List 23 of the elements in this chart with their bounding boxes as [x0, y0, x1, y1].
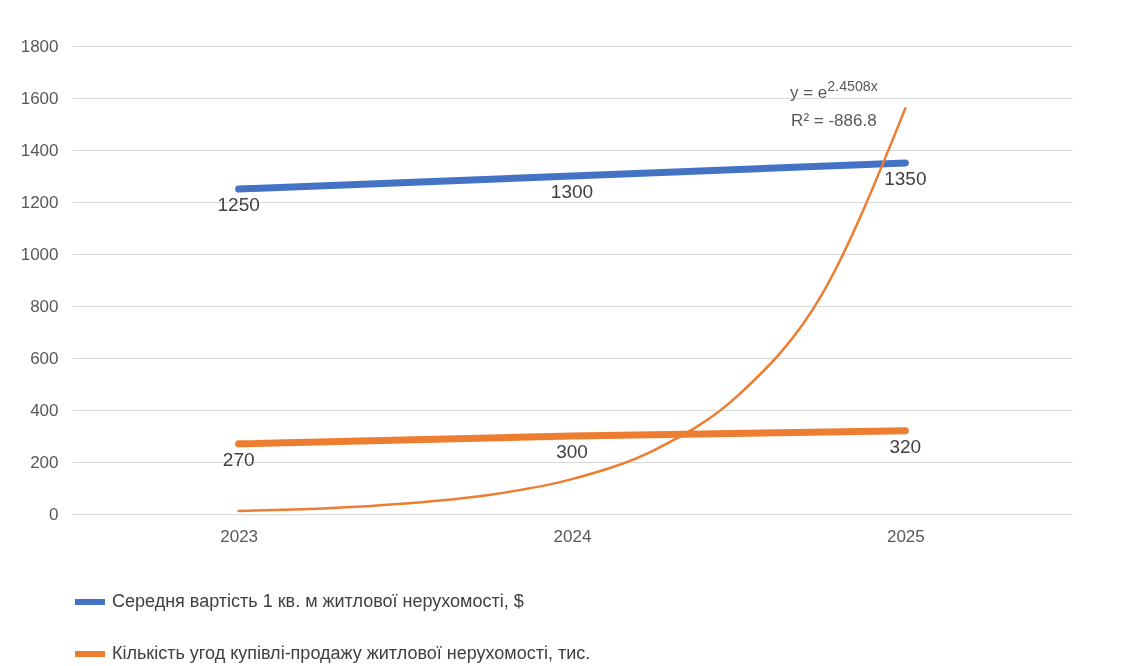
y-tick-label: 1400 — [20, 140, 59, 160]
x-tick-label: 2025 — [886, 526, 925, 546]
annotation: y = e$^{2.4508x}$ — [790, 77, 878, 104]
data-label: 300 — [556, 441, 588, 462]
data-label: 270 — [222, 448, 255, 470]
legend-label: Кількість угод купівлі-продажу житлової нерухомості, тис. — [112, 643, 591, 663]
data-label: 1250 — [217, 194, 260, 215]
y-tick-label: 0 — [49, 504, 59, 524]
y-tick-label: 800 — [30, 296, 59, 316]
x-tick-label: 2023 — [220, 526, 259, 546]
data-label: 320 — [889, 435, 922, 457]
x-tick-label: 2024 — [553, 526, 592, 546]
y-tick-label: 1000 — [20, 244, 59, 264]
data-label: 1300 — [550, 181, 594, 202]
legend-label: Середня вартість 1 кв. м житлової нерухомості, $ — [112, 591, 524, 611]
y-tick-label: 1600 — [20, 88, 59, 108]
y-tick-label: 600 — [30, 348, 59, 368]
y-tick-label: 1200 — [20, 192, 59, 212]
y-tick-label: 1800 — [20, 36, 59, 56]
annotation: R² = -886.8 — [790, 109, 878, 132]
data-label: 1350 — [884, 168, 927, 189]
y-tick-label: 400 — [30, 400, 59, 420]
y-tick-label: 200 — [30, 452, 59, 472]
